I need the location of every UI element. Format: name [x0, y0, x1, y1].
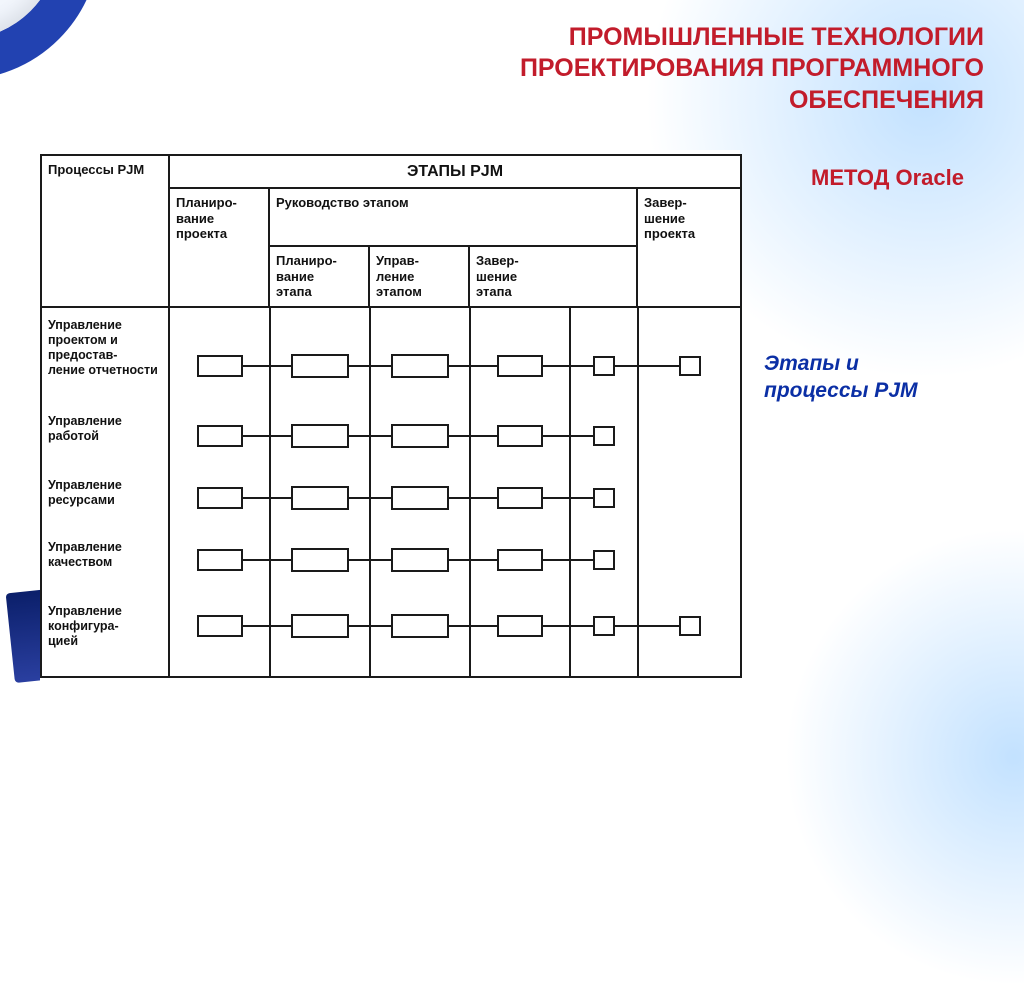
- process-block: [593, 616, 615, 636]
- subcol-manage-stage: Управ- ление этапом: [369, 246, 469, 307]
- process-row-label: Управление работой: [48, 414, 162, 444]
- process-block: [291, 548, 349, 572]
- row-labels: Управление проектом и предостав- ление о…: [42, 308, 170, 676]
- process-block: [679, 356, 701, 376]
- grid-vline: [569, 308, 571, 676]
- row-header: Процессы PJM: [41, 155, 169, 307]
- process-block: [391, 486, 449, 510]
- process-block: [593, 356, 615, 376]
- process-block: [593, 426, 615, 446]
- col-plan-project: Планиро- вание проекта: [169, 188, 269, 307]
- process-row-label: Управление качеством: [48, 540, 162, 570]
- process-block: [391, 614, 449, 638]
- grid-vline: [369, 308, 371, 676]
- process-row-label: Управление проектом и предостав- ление о…: [48, 318, 162, 378]
- slide-subtitle: МЕТОД Oracle: [811, 165, 964, 191]
- process-block: [497, 355, 543, 377]
- process-block: [497, 487, 543, 509]
- process-block: [291, 424, 349, 448]
- title-line: ОБЕСПЕЧЕНИЯ: [520, 85, 984, 116]
- process-block: [391, 354, 449, 378]
- stages-title: ЭТАПЫ PJM: [169, 155, 741, 188]
- process-block: [679, 616, 701, 636]
- col-finish-project: Завер- шение проекта: [637, 188, 741, 307]
- title-line: ПРОМЫШЛЕННЫЕ ТЕХНОЛОГИИ: [520, 22, 984, 53]
- process-block: [291, 486, 349, 510]
- title-line: ПРОЕКТИРОВАНИЯ ПРОГРАММНОГО: [520, 53, 984, 84]
- col-stage-management: Руководство этапом: [269, 188, 637, 246]
- process-block: [391, 424, 449, 448]
- grid-vline: [469, 308, 471, 676]
- process-block: [197, 549, 243, 571]
- bg-glow-bottom: [784, 527, 1024, 987]
- process-block: [497, 615, 543, 637]
- grid-vline: [269, 308, 271, 676]
- subcol-plan-stage: Планиро- вание этапа: [269, 246, 369, 307]
- pjm-table: Процессы PJM ЭТАПЫ PJM Планиро- вание пр…: [40, 154, 742, 678]
- process-block: [197, 615, 243, 637]
- process-block: [391, 548, 449, 572]
- diagram-grid: [170, 308, 740, 676]
- process-block: [593, 550, 615, 570]
- process-block: [197, 487, 243, 509]
- process-block: [593, 488, 615, 508]
- process-block: [497, 549, 543, 571]
- process-block: [291, 354, 349, 378]
- process-block: [197, 425, 243, 447]
- diagram-caption: Этапы и процессы PJM: [764, 350, 964, 405]
- slide-title: ПРОМЫШЛЕННЫЕ ТЕХНОЛОГИИ ПРОЕКТИРОВАНИЯ П…: [520, 22, 984, 116]
- diagram-body: Управление проектом и предостав- ление о…: [41, 307, 741, 677]
- grid-vline: [637, 308, 639, 676]
- process-block: [197, 355, 243, 377]
- process-block: [497, 425, 543, 447]
- process-block: [291, 614, 349, 638]
- process-row-label: Управление конфигура- цией: [48, 604, 162, 649]
- process-row-label: Управление ресурсами: [48, 478, 162, 508]
- subcol-finish-stage: Завер- шение этапа: [469, 246, 637, 307]
- pjm-diagram: Процессы PJM ЭТАПЫ PJM Планиро- вание пр…: [40, 150, 740, 682]
